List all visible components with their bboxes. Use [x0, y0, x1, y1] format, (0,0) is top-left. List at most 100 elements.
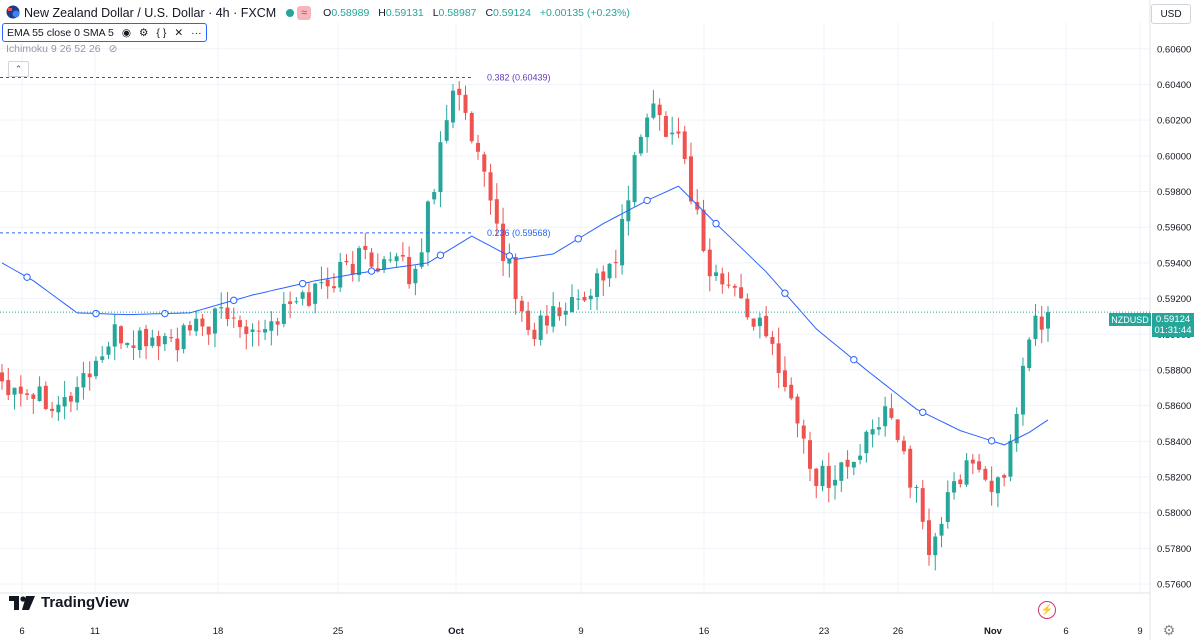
candle-body — [826, 465, 831, 488]
candle-body — [501, 223, 506, 262]
candle-body — [281, 303, 286, 324]
candle-body — [469, 112, 474, 142]
candle-body — [206, 326, 211, 335]
candle-body — [663, 116, 668, 137]
candle-body — [989, 480, 994, 492]
candle-body — [131, 345, 136, 348]
candle-body — [970, 459, 975, 464]
candle-body — [695, 202, 700, 210]
tradingview-logo[interactable]: TradingView — [9, 594, 129, 611]
candle-body — [651, 103, 656, 118]
ema-line — [1, 185, 1049, 446]
candle-body — [319, 282, 324, 284]
time-tick-label: 23 — [819, 626, 830, 637]
wave-icon: ≈ — [297, 6, 312, 20]
time-tick-label: 16 — [699, 626, 710, 637]
candle-body — [43, 385, 48, 409]
candle-body — [50, 408, 55, 411]
candle-body — [757, 317, 762, 327]
candle-body — [68, 395, 73, 402]
candle-body — [256, 330, 261, 332]
candle-body — [300, 292, 305, 299]
candle-body — [864, 431, 869, 454]
candle-body — [901, 440, 906, 452]
candle-body — [789, 384, 794, 399]
candle-body — [187, 325, 192, 331]
candle-body — [1027, 339, 1032, 369]
ema-marker — [161, 309, 169, 318]
candle-body — [288, 301, 293, 304]
candle-body — [870, 429, 875, 435]
candle-body — [745, 298, 750, 318]
time-tick-label: 9 — [578, 626, 583, 637]
symbol-price-label: NZDUSD — [1109, 313, 1151, 326]
candle-body — [613, 261, 618, 264]
candle-body — [557, 307, 562, 317]
gear-icon[interactable]: ⚙ — [138, 26, 149, 39]
candle-body — [294, 301, 299, 303]
candle-body — [807, 440, 812, 469]
price-tick-label: 0.58000 — [1157, 508, 1191, 519]
candle-body — [845, 459, 850, 467]
ema-marker — [436, 251, 445, 259]
candle-body — [977, 461, 982, 470]
ichimoku-indicator-legend[interactable]: Ichimoku 9 26 52 26 ⊘ — [6, 43, 117, 55]
flash-icon[interactable]: ⚡ — [1038, 601, 1056, 619]
ema-indicator-legend[interactable]: EMA 55 close 0 SMA 5 ◉ ⚙ { } ✕ ··· — [2, 23, 207, 42]
candle-body — [995, 477, 1000, 494]
price-tick-label: 0.58200 — [1157, 473, 1191, 484]
ema-label: EMA 55 close 0 SMA 5 — [7, 26, 114, 39]
candle-body — [601, 271, 606, 281]
time-tick-label: Nov — [984, 626, 1003, 637]
candle-body — [388, 259, 393, 261]
candle-body — [638, 136, 643, 154]
tradingview-logo-icon — [9, 595, 35, 610]
candle-body — [945, 492, 950, 522]
settings-gear-icon[interactable]: ⚙ — [1162, 621, 1176, 638]
ema-marker — [230, 296, 238, 305]
candle-body — [419, 252, 424, 267]
candle-body — [106, 346, 111, 355]
eye-icon[interactable]: ◉ — [121, 26, 131, 39]
time-tick-label: 18 — [213, 626, 224, 637]
candle-body — [175, 338, 180, 351]
candle-body — [920, 488, 925, 522]
logo-text: TradingView — [41, 594, 130, 611]
more-icon[interactable]: ··· — [191, 26, 202, 39]
candle-body — [657, 104, 662, 116]
candle-body — [776, 343, 781, 373]
candle-body — [1020, 365, 1025, 415]
symbol-title[interactable]: New Zealand Dollar / U.S. Dollar · 4h · … — [24, 6, 277, 20]
candle-body — [1002, 475, 1007, 478]
price-tick-label: 0.58600 — [1157, 401, 1191, 412]
candle-body — [344, 260, 349, 263]
candle-body — [933, 536, 938, 556]
candle-body — [6, 380, 11, 396]
close-icon[interactable]: ✕ — [174, 26, 184, 39]
price-tick-label: 0.59800 — [1157, 187, 1191, 198]
candle-body — [331, 286, 336, 289]
candle-body — [219, 307, 224, 309]
candle-body — [75, 387, 80, 403]
candle-body — [701, 209, 706, 251]
candle-body — [764, 315, 769, 337]
ema-marker — [505, 252, 514, 260]
braces-icon[interactable]: { } — [156, 26, 167, 39]
candle-body — [670, 132, 675, 135]
ema-marker — [92, 309, 100, 318]
candle-body — [889, 408, 894, 418]
eye-off-icon[interactable]: ⊘ — [108, 43, 118, 55]
candle-body — [150, 337, 155, 346]
candle-body — [432, 192, 437, 200]
candle-body — [883, 406, 888, 427]
candle-body — [820, 465, 825, 487]
ema-marker — [574, 235, 582, 243]
candle-body — [645, 117, 650, 138]
close-value: 0.59124 — [493, 7, 531, 19]
currency-button[interactable]: USD — [1151, 4, 1191, 24]
price-tick-label: 0.57600 — [1157, 580, 1191, 591]
collapse-legend-button[interactable]: ⌃ — [8, 61, 29, 77]
ema-marker — [781, 289, 789, 297]
market-status[interactable]: ≈ — [286, 6, 312, 20]
